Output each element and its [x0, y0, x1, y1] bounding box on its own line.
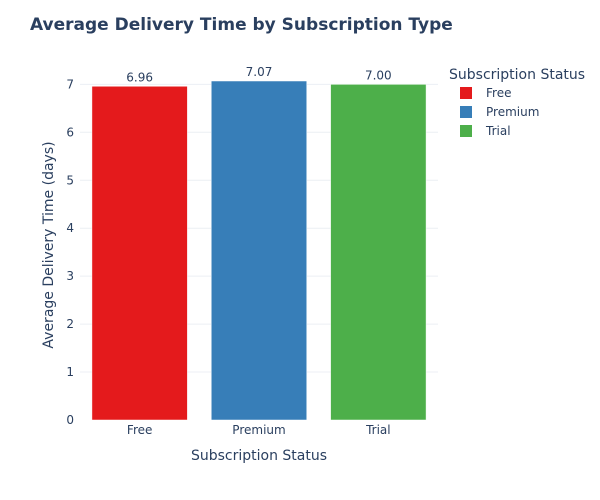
x-tick-label: Trial	[365, 423, 391, 437]
data-label-trial: 7.00	[365, 68, 392, 82]
x-axis-ticks: Free Premium Trial	[127, 423, 391, 437]
y-axis-ticks: 0 1 2 3 4 5 6 7	[66, 77, 74, 427]
legend-label: Premium	[486, 105, 539, 119]
legend-swatch	[460, 87, 472, 99]
y-tick-label: 3	[66, 269, 74, 283]
bar-trial	[330, 84, 427, 421]
y-tick-label: 6	[66, 125, 74, 139]
x-tick-label: Premium	[232, 423, 285, 437]
y-axis-title: Average Delivery Time (days)	[41, 141, 57, 348]
data-labels: 6.96 7.07 7.00	[126, 65, 391, 84]
legend-label: Free	[486, 86, 511, 100]
bars	[91, 80, 427, 421]
y-tick-label: 4	[66, 221, 74, 235]
x-axis-title: Subscription Status	[191, 448, 327, 464]
y-tick-label: 5	[66, 173, 74, 187]
legend: Free Premium Trial	[460, 86, 539, 138]
legend-swatch	[460, 106, 472, 118]
legend-swatch	[460, 125, 472, 137]
bar-free	[91, 86, 188, 421]
chart-title: Average Delivery Time by Subscription Ty…	[30, 15, 453, 35]
legend-label: Trial	[485, 124, 511, 138]
y-tick-label: 7	[66, 77, 74, 91]
x-tick-label: Free	[127, 423, 152, 437]
data-label-premium: 7.07	[246, 65, 273, 79]
y-tick-label: 0	[66, 413, 74, 427]
data-label-free: 6.96	[126, 70, 153, 84]
legend-title: Subscription Status	[449, 67, 585, 83]
y-tick-label: 2	[66, 317, 74, 331]
bar-premium	[211, 80, 307, 421]
y-tick-label: 1	[66, 365, 74, 379]
